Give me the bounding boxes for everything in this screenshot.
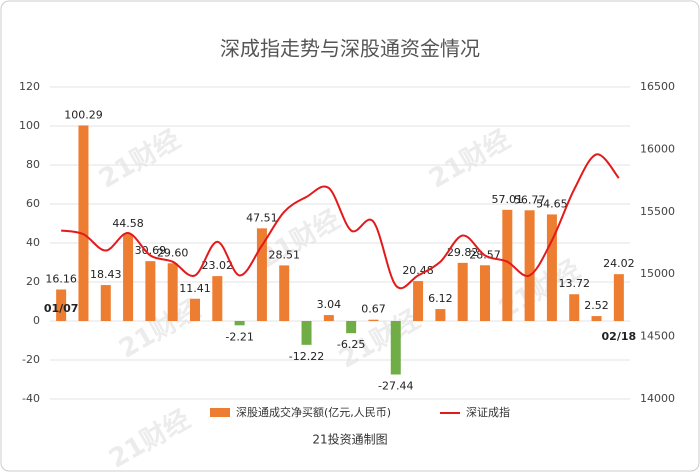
data-label: 18.43 xyxy=(90,268,122,281)
bar xyxy=(190,298,200,321)
bar xyxy=(569,294,580,321)
bar xyxy=(323,315,334,321)
y-tick-label: 20 xyxy=(26,275,40,288)
source: 21投资通制图 xyxy=(312,432,387,447)
bar xyxy=(613,274,624,321)
bar xyxy=(256,228,267,321)
data-label: 23.02 xyxy=(202,259,234,272)
data-label: 28.51 xyxy=(268,248,300,261)
bar xyxy=(546,214,557,321)
bar xyxy=(413,281,424,321)
legend-label: 深证成指 xyxy=(466,405,510,419)
data-label: 44.58 xyxy=(112,217,144,230)
bar xyxy=(123,234,134,321)
y-tick-label: -20 xyxy=(22,353,40,366)
data-label: -12.22 xyxy=(289,350,324,363)
bar xyxy=(368,319,379,321)
data-label: 11.41 xyxy=(179,282,211,295)
bar xyxy=(234,321,245,326)
x-tick-label: 02/18 xyxy=(602,330,637,343)
chart-title: 深成指走势与深股通资金情况 xyxy=(220,37,480,61)
data-label: -27.44 xyxy=(378,380,413,393)
y2-tick-label: 14000 xyxy=(640,392,675,405)
bar xyxy=(524,210,535,321)
data-label: 47.51 xyxy=(246,211,278,224)
bar xyxy=(346,321,357,334)
y-tick-label: 0 xyxy=(33,314,40,327)
y-tick-label: 100 xyxy=(19,119,40,132)
data-label: 2.52 xyxy=(584,299,609,312)
bar xyxy=(56,289,67,321)
bar xyxy=(591,316,602,321)
data-label: 13.72 xyxy=(558,277,590,290)
bar xyxy=(167,263,178,321)
data-label: 29.82 xyxy=(447,246,479,259)
bar xyxy=(457,262,468,321)
legend-label: 深股通成交净买额(亿元,人民币) xyxy=(236,405,391,419)
data-label: 6.12 xyxy=(428,292,453,305)
y2-tick-label: 16000 xyxy=(640,142,675,155)
data-label: 54.65 xyxy=(536,197,568,210)
y-tick-label: 80 xyxy=(26,158,40,171)
data-label: 0.67 xyxy=(361,303,386,316)
data-label: 16.16 xyxy=(45,272,77,285)
y2-tick-label: 14500 xyxy=(640,330,675,343)
data-label: 24.02 xyxy=(603,257,635,270)
y2-tick-label: 16500 xyxy=(640,80,675,93)
y-tick-label: 40 xyxy=(26,236,40,249)
bar xyxy=(145,261,156,321)
y2-tick-label: 15500 xyxy=(640,205,675,218)
bar xyxy=(212,276,223,321)
data-label: 57.01 xyxy=(492,193,524,206)
bar xyxy=(78,125,89,321)
bar xyxy=(435,309,446,321)
data-label: 56.77 xyxy=(514,193,546,206)
line xyxy=(60,153,620,290)
bar xyxy=(100,285,111,321)
y-tick-label: 120 xyxy=(19,80,40,93)
legend-swatch xyxy=(210,408,230,417)
bar xyxy=(480,265,490,321)
bar xyxy=(301,321,312,345)
bar xyxy=(279,265,290,321)
bar xyxy=(390,321,401,375)
y-tick-label: 60 xyxy=(26,197,40,210)
data-label: -2.21 xyxy=(225,330,253,343)
y-tick-label: -40 xyxy=(22,392,40,405)
data-label: -6.25 xyxy=(337,338,365,351)
data-label: 3.04 xyxy=(317,298,342,311)
x-tick-label: 01/07 xyxy=(44,302,79,315)
data-label: 100.29 xyxy=(64,108,103,121)
data-label: 29.60 xyxy=(157,246,189,259)
y2-tick-label: 15000 xyxy=(640,267,675,280)
data-label: 20.48 xyxy=(402,264,434,277)
bar xyxy=(502,209,513,321)
